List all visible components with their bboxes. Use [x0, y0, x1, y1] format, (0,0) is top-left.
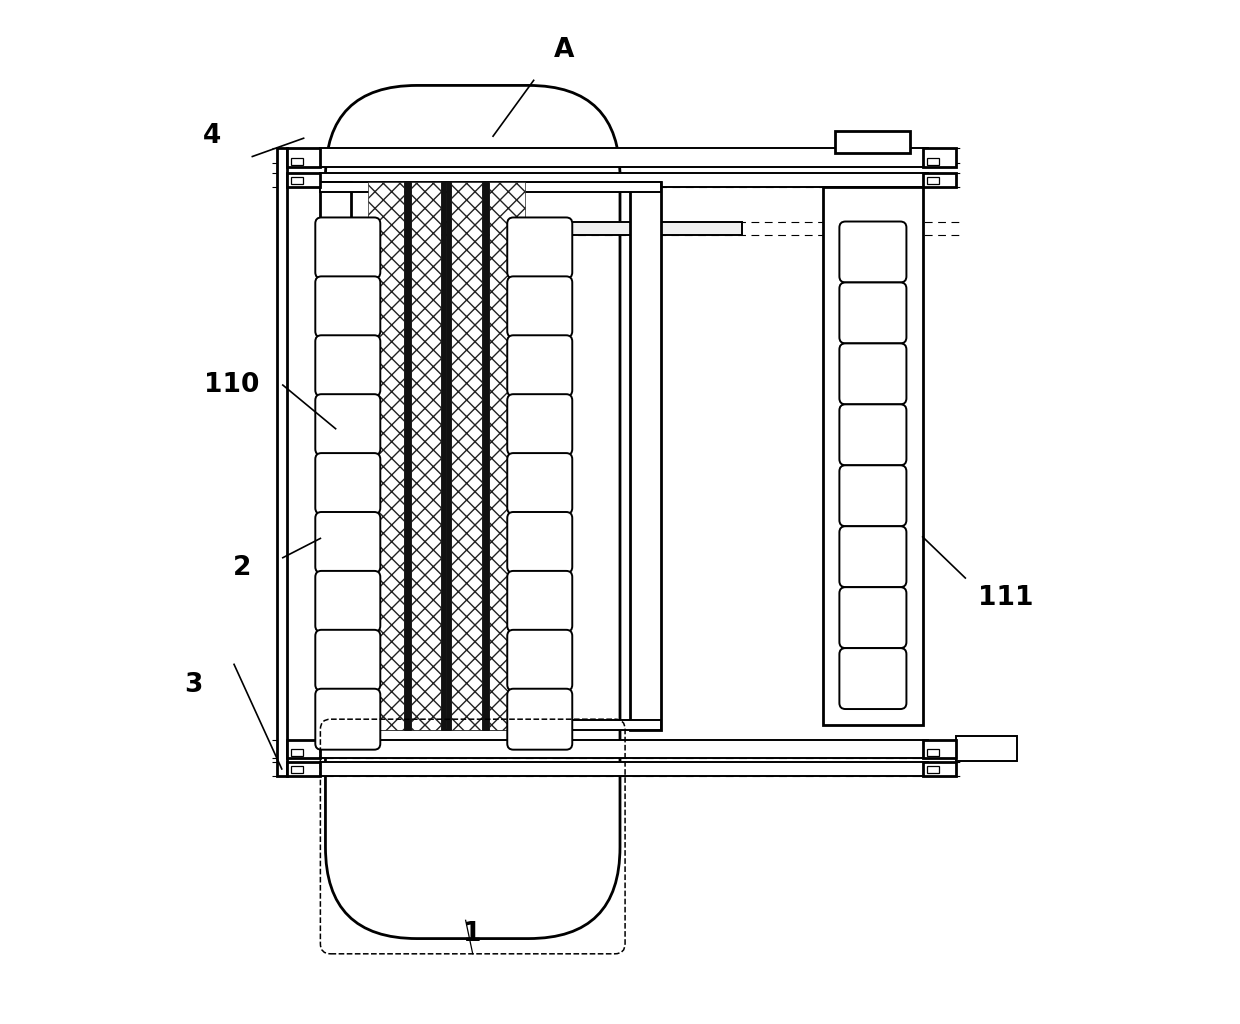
Bar: [923, 148, 956, 167]
Bar: [291, 158, 303, 165]
Text: A: A: [554, 37, 574, 62]
Text: 110: 110: [205, 372, 259, 398]
FancyBboxPatch shape: [315, 453, 381, 514]
FancyBboxPatch shape: [315, 512, 381, 573]
FancyBboxPatch shape: [839, 587, 906, 648]
Text: 4: 4: [202, 123, 221, 150]
FancyBboxPatch shape: [507, 453, 573, 514]
FancyBboxPatch shape: [507, 512, 573, 573]
Bar: [956, 736, 1017, 761]
Bar: [923, 739, 956, 758]
Bar: [926, 158, 939, 165]
FancyBboxPatch shape: [315, 276, 381, 337]
Bar: [291, 766, 303, 773]
Bar: [630, 182, 661, 730]
Bar: [923, 762, 956, 776]
FancyBboxPatch shape: [839, 283, 906, 343]
Bar: [926, 177, 939, 184]
Text: 3: 3: [185, 672, 202, 697]
Bar: [320, 148, 928, 167]
Bar: [482, 182, 489, 730]
Text: 1: 1: [464, 921, 482, 946]
Bar: [926, 766, 939, 773]
Bar: [291, 749, 303, 756]
FancyBboxPatch shape: [507, 217, 573, 279]
FancyBboxPatch shape: [315, 689, 381, 750]
FancyBboxPatch shape: [315, 394, 381, 455]
FancyBboxPatch shape: [315, 630, 381, 691]
FancyBboxPatch shape: [839, 465, 906, 526]
Bar: [836, 131, 910, 154]
Bar: [277, 148, 286, 776]
Bar: [351, 221, 742, 234]
Bar: [286, 739, 320, 758]
FancyBboxPatch shape: [315, 335, 381, 396]
Bar: [923, 173, 956, 187]
Bar: [926, 749, 939, 756]
Bar: [320, 762, 928, 776]
Bar: [286, 148, 320, 167]
Bar: [489, 182, 525, 730]
Bar: [451, 182, 482, 730]
FancyBboxPatch shape: [839, 221, 906, 283]
Bar: [410, 182, 441, 730]
FancyBboxPatch shape: [839, 526, 906, 587]
Bar: [823, 187, 923, 725]
FancyBboxPatch shape: [507, 689, 573, 750]
FancyBboxPatch shape: [507, 571, 573, 632]
Bar: [286, 762, 320, 776]
FancyBboxPatch shape: [839, 343, 906, 404]
FancyBboxPatch shape: [315, 571, 381, 632]
Bar: [291, 177, 303, 184]
FancyBboxPatch shape: [507, 394, 573, 455]
Bar: [441, 182, 446, 730]
Bar: [446, 182, 451, 730]
Bar: [368, 182, 404, 730]
Bar: [320, 173, 928, 187]
Text: 111: 111: [978, 586, 1034, 611]
Bar: [286, 173, 320, 187]
Bar: [320, 182, 351, 730]
FancyBboxPatch shape: [507, 335, 573, 396]
Bar: [320, 720, 661, 730]
FancyBboxPatch shape: [839, 404, 906, 465]
FancyBboxPatch shape: [315, 217, 381, 279]
Bar: [320, 182, 661, 193]
Text: 2: 2: [233, 555, 252, 581]
Bar: [320, 739, 928, 758]
Bar: [404, 182, 410, 730]
FancyBboxPatch shape: [325, 85, 620, 939]
FancyBboxPatch shape: [507, 276, 573, 337]
FancyBboxPatch shape: [839, 648, 906, 709]
FancyBboxPatch shape: [507, 630, 573, 691]
